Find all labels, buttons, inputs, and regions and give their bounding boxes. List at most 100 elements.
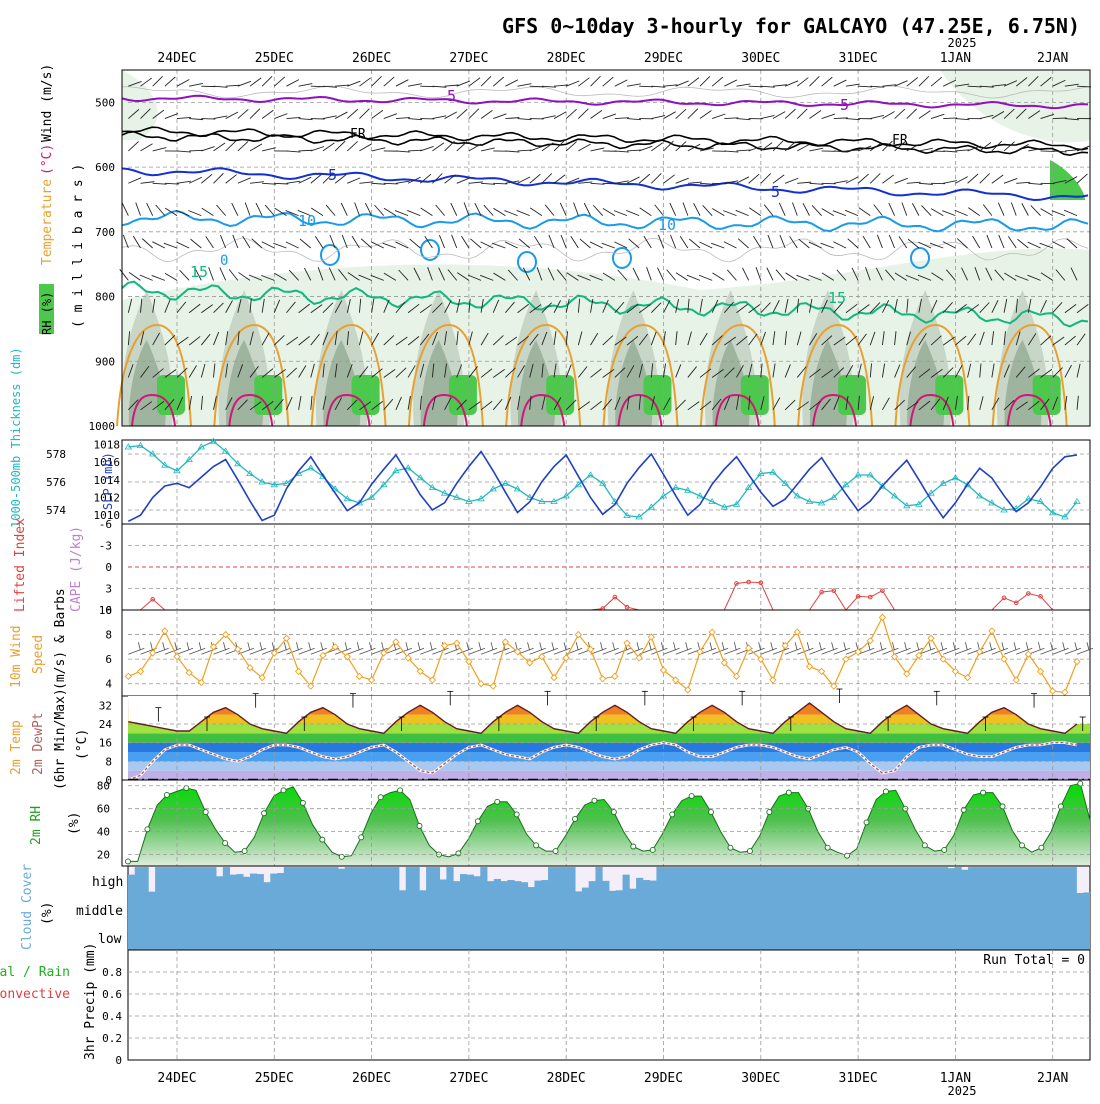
- cloud-high-bar: [677, 867, 684, 893]
- cloud-high-bar: [1022, 867, 1029, 893]
- cloud-high-bar: [873, 867, 880, 893]
- rh2m-point: [786, 790, 791, 795]
- year-label-top: 2025: [948, 36, 977, 50]
- rh2m-point: [164, 792, 169, 797]
- cloud-high-bar: [358, 867, 365, 893]
- thickness-tick-label: 576: [46, 476, 66, 489]
- cloud-high-bar: [257, 874, 264, 893]
- lifted-tick-label: 3: [105, 583, 112, 596]
- cloud-high-bar: [1009, 867, 1016, 893]
- cloud-high-bar: [941, 867, 948, 893]
- cloud-panel: high middle low Cloud Cover (%): [20, 864, 1090, 950]
- chart-title: GFS 0~10day 3-hourly for GALCAYO (47.25E…: [502, 14, 1080, 38]
- cloud-high-bar: [623, 875, 630, 893]
- precip-conv-label: Convective: [0, 987, 70, 1002]
- temperature-unit-label: (°C): [40, 144, 55, 175]
- cloud-high-bar: [955, 867, 962, 893]
- cloud-high-bar: [365, 867, 372, 893]
- lifted-tick-label: -6: [99, 518, 112, 531]
- cloud-high-bar: [1043, 867, 1050, 893]
- rh2m-point: [553, 849, 558, 854]
- wind-barb: [420, 86, 434, 87]
- temp2m-label: 2m Temp: [9, 720, 24, 775]
- cloud-high-bar: [1063, 867, 1070, 893]
- cloud-high-bar: [399, 890, 406, 893]
- cloud-high-bar: [148, 892, 155, 893]
- wind10-barbs-label: (m/s) & Barbs: [53, 588, 68, 690]
- date-label-bottom: 28DEC: [547, 1071, 586, 1086]
- cloud-high-bar: [690, 867, 697, 893]
- cloud-high-bar: [406, 867, 413, 893]
- contour-label-500-5b: 5: [840, 96, 849, 114]
- contour-label-fr-a: FR: [350, 127, 366, 142]
- cloud-high-bar: [975, 867, 982, 893]
- contour-label-t10-c: 0: [220, 253, 228, 269]
- rh2m-point: [126, 859, 131, 864]
- cloud-high-bar: [751, 867, 758, 893]
- temp2m-unit-label: (°C): [75, 729, 90, 760]
- rh2m-point: [689, 794, 694, 799]
- cloud-high-bar: [921, 867, 928, 893]
- cloud-high-bar: [717, 867, 724, 893]
- rh-label: RH (%): [40, 292, 54, 335]
- rh2m-tick-label: 80: [97, 780, 110, 793]
- contour-label-t10-b: 10: [658, 216, 676, 234]
- cloud-high-bar: [555, 867, 562, 893]
- cloud-high-bar: [643, 880, 650, 893]
- cloud-high-bar: [419, 890, 426, 893]
- date-label-top: 28DEC: [547, 51, 586, 66]
- pressure-tick-label: 1000: [89, 420, 116, 433]
- contour-label-t10-a: 10: [298, 212, 316, 230]
- cloud-high-bar: [568, 867, 575, 893]
- cloud-high-bar: [297, 867, 304, 893]
- precip-tick-label: 0: [115, 1054, 122, 1067]
- wind10-tick-label: 4: [105, 678, 112, 691]
- cloud-high-bar: [243, 877, 250, 893]
- rh2m-point: [845, 853, 850, 858]
- rh2m-unit-label: (%): [67, 812, 82, 835]
- cloud-high-bar: [494, 879, 501, 893]
- rh2m-point: [475, 819, 480, 824]
- lifted-tick-label: 0: [105, 561, 112, 574]
- thickness-tick-label: 574: [46, 504, 66, 517]
- cloud-high-bar: [413, 867, 420, 893]
- cloud-high-bar: [501, 881, 508, 893]
- contour-label-t5-b: 5: [771, 183, 780, 201]
- rh2m-point: [883, 789, 888, 794]
- wind-barb: [1053, 118, 1067, 119]
- cloud-high-bar: [467, 875, 474, 893]
- wind10-tick-label: 10: [99, 604, 112, 617]
- date-label-top: 26DEC: [352, 51, 391, 66]
- cloud-high-bar: [135, 867, 142, 893]
- temp-band: [128, 733, 1090, 742]
- date-label-top: 25DEC: [255, 51, 294, 66]
- cloud-high-bar: [744, 867, 751, 893]
- cloud-high-bar: [961, 870, 968, 893]
- cloud-high-bar: [548, 867, 555, 893]
- cloud-high-bar: [589, 881, 596, 893]
- cloud-high-bar: [250, 874, 257, 893]
- cloud-high-bar: [385, 867, 392, 893]
- rh2m-point: [709, 810, 714, 815]
- cloud-high-bar: [819, 867, 826, 893]
- cloud-high-bar: [988, 867, 995, 893]
- date-label-bottom: 2JAN: [1037, 1071, 1068, 1086]
- cloud-high-bar: [541, 880, 548, 893]
- rh2m-point: [262, 811, 267, 816]
- cloud-high-bar: [602, 881, 609, 893]
- pressure-tick-label: 700: [95, 226, 115, 239]
- cloud-high-bar: [650, 881, 657, 893]
- cloud-high-bar: [839, 867, 846, 893]
- minmax-label: (6hr Min/Max): [53, 688, 68, 790]
- slp-tick-label: 1018: [94, 438, 121, 451]
- cloud-high-bar: [758, 867, 765, 893]
- wind10-tick-label: 6: [105, 653, 112, 666]
- cloud-high-bar: [629, 889, 636, 893]
- cloud-high-bar: [155, 867, 162, 893]
- cloud-high-bar: [880, 867, 887, 893]
- rh2m-tick-label: 60: [97, 803, 110, 816]
